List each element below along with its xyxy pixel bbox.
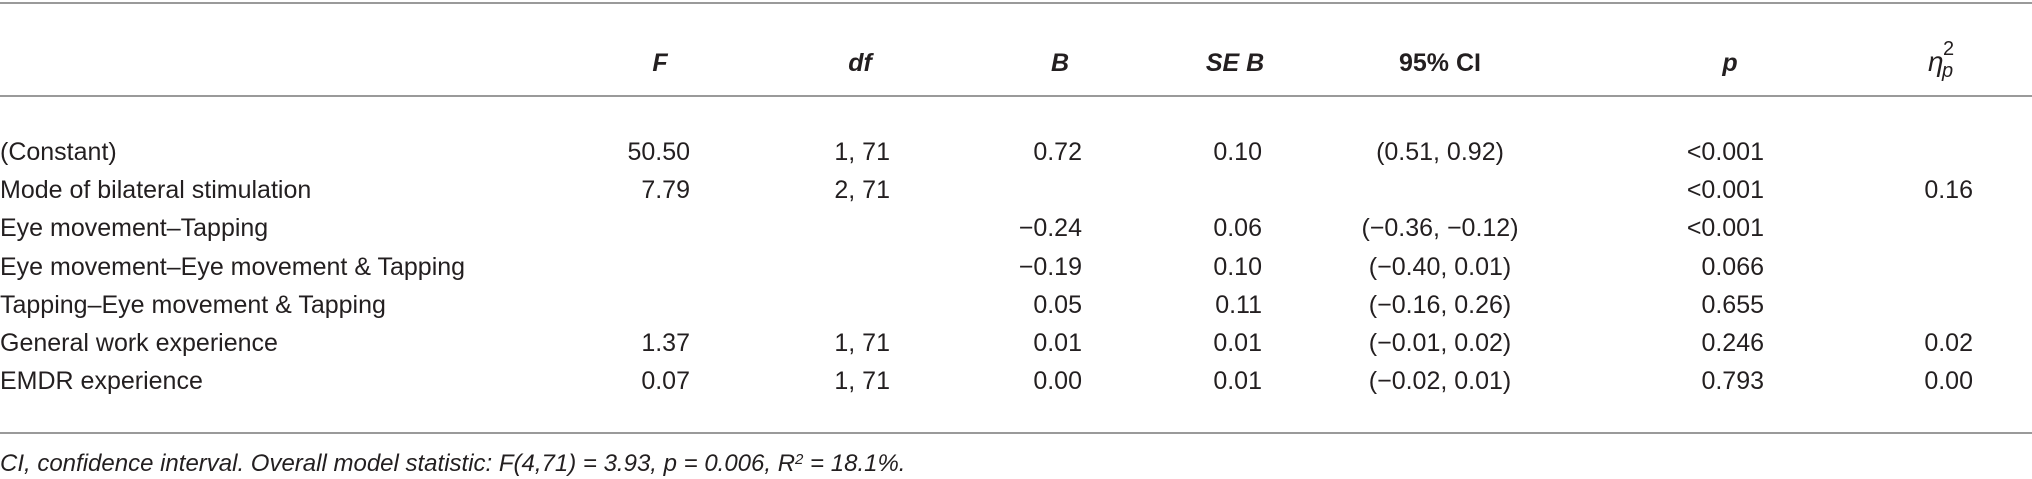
cell-ci: (−0.02, 0.01) <box>1368 367 1512 396</box>
cell-b: 0.72 <box>1033 138 1082 166</box>
row-label: Eye movement–Eye movement & Tapping <box>0 252 466 281</box>
cell-seb: 0.10 <box>1213 138 1262 166</box>
header-p: p <box>1722 49 1738 77</box>
bottom-rule <box>0 432 2032 434</box>
cell-eta: 0.00 <box>1924 367 1973 396</box>
cell-b: −0.19 <box>1018 252 1082 281</box>
cell-seb: 0.10 <box>1213 252 1262 281</box>
cell-ci: (−0.16, 0.26) <box>1368 290 1512 319</box>
footnote-text: CI, confidence interval. Overall model s… <box>0 450 796 477</box>
eta-symbol: η <box>1928 46 1944 77</box>
cell-f: 50.50 <box>627 138 690 166</box>
row-label: EMDR experience <box>0 367 203 396</box>
header-95-ci: 95% CI <box>1399 49 1481 77</box>
cell-p: 0.793 <box>1701 367 1764 396</box>
cell-p: <0.001 <box>1686 138 1764 166</box>
cell-p: 0.066 <box>1701 252 1764 281</box>
cell-p: 0.246 <box>1701 329 1764 357</box>
row-label: General work experience <box>0 329 278 357</box>
table-footnote: CI, confidence interval. Overall model s… <box>0 449 905 479</box>
cell-p: <0.001 <box>1686 176 1764 205</box>
eta-superscript: 2 <box>1943 38 1955 60</box>
cell-b: 0.00 <box>1033 367 1082 396</box>
row-label: (Constant) <box>0 138 117 166</box>
cell-df: 1, 71 <box>834 367 890 396</box>
cell-seb: 0.01 <box>1213 329 1262 357</box>
cell-seb: 0.06 <box>1213 214 1262 243</box>
header-f: F <box>652 49 668 77</box>
row-label: Mode of bilateral stimulation <box>0 176 312 205</box>
cell-df: 1, 71 <box>834 329 890 357</box>
cell-f: 1.37 <box>641 329 690 357</box>
cell-b: 0.01 <box>1033 329 1082 357</box>
header-eta-squared: η 2 p <box>1928 38 1968 90</box>
top-rule <box>0 2 2032 4</box>
cell-ci: (−0.36, −0.12) <box>1361 214 1519 243</box>
cell-p: 0.655 <box>1701 290 1764 319</box>
cell-b: −0.24 <box>1018 214 1082 243</box>
cell-df: 2, 71 <box>834 176 890 205</box>
cell-seb: 0.11 <box>1215 290 1262 319</box>
header-df: df <box>848 49 872 77</box>
eta-subscript: p <box>1942 60 1954 82</box>
cell-f: 0.07 <box>641 367 690 396</box>
cell-p: <0.001 <box>1686 214 1764 243</box>
cell-b: 0.05 <box>1033 290 1082 319</box>
row-label: Tapping–Eye movement & Tapping <box>0 290 386 319</box>
footnote-end: = 18.1%. <box>803 450 906 477</box>
row-label: Eye movement–Tapping <box>0 214 269 243</box>
header-b: B <box>1050 49 1070 77</box>
cell-f: 7.79 <box>641 176 690 205</box>
cell-eta: 0.16 <box>1924 176 1973 205</box>
cell-ci: (−0.01, 0.02) <box>1368 329 1512 357</box>
header-se-b: SE B <box>1205 49 1265 77</box>
cell-eta: 0.02 <box>1924 329 1973 357</box>
footnote-superscript: 2 <box>795 451 804 468</box>
cell-df: 1, 71 <box>834 138 890 166</box>
cell-ci: (−0.40, 0.01) <box>1368 252 1512 281</box>
cell-seb: 0.01 <box>1213 367 1262 396</box>
header-rule <box>0 95 2032 97</box>
cell-ci: (0.51, 0.92) <box>1376 138 1504 166</box>
